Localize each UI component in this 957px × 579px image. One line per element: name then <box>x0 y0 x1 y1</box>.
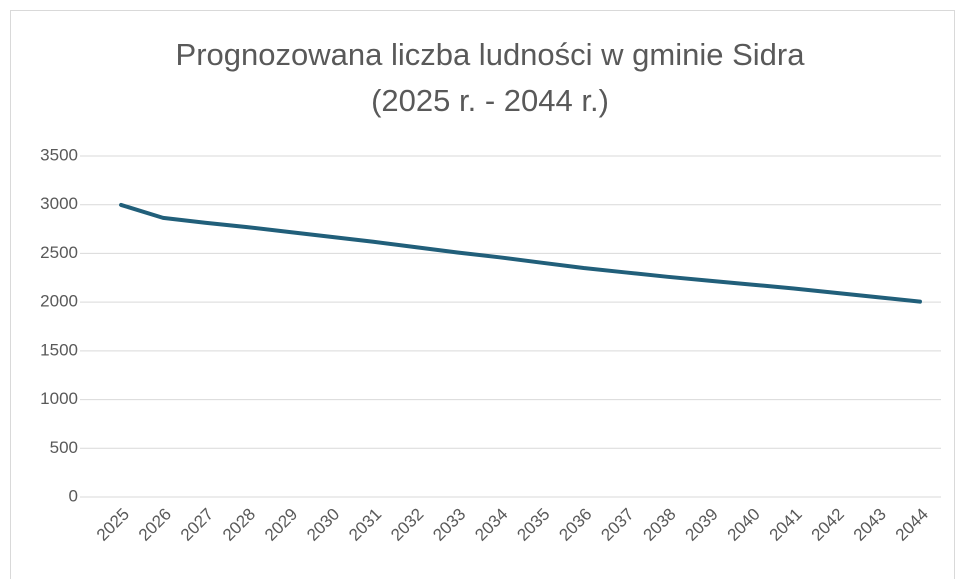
y-tick-label: 2000 <box>40 292 78 311</box>
chart-border <box>10 10 955 579</box>
y-tick-label: 3500 <box>40 145 78 164</box>
y-tick-label: 2500 <box>40 243 78 262</box>
y-tick-label: 3000 <box>40 194 78 213</box>
chart-title: (2025 r. - 2044 r.) <box>371 83 609 118</box>
y-tick-label: 0 <box>69 486 78 505</box>
y-tick-label: 1000 <box>40 389 78 408</box>
line <box>119 202 922 304</box>
chart-title: Prognozowana liczba ludności w gminie Si… <box>176 37 806 72</box>
y-tick-label: 1500 <box>40 340 78 359</box>
y-tick-label: 500 <box>50 438 78 457</box>
